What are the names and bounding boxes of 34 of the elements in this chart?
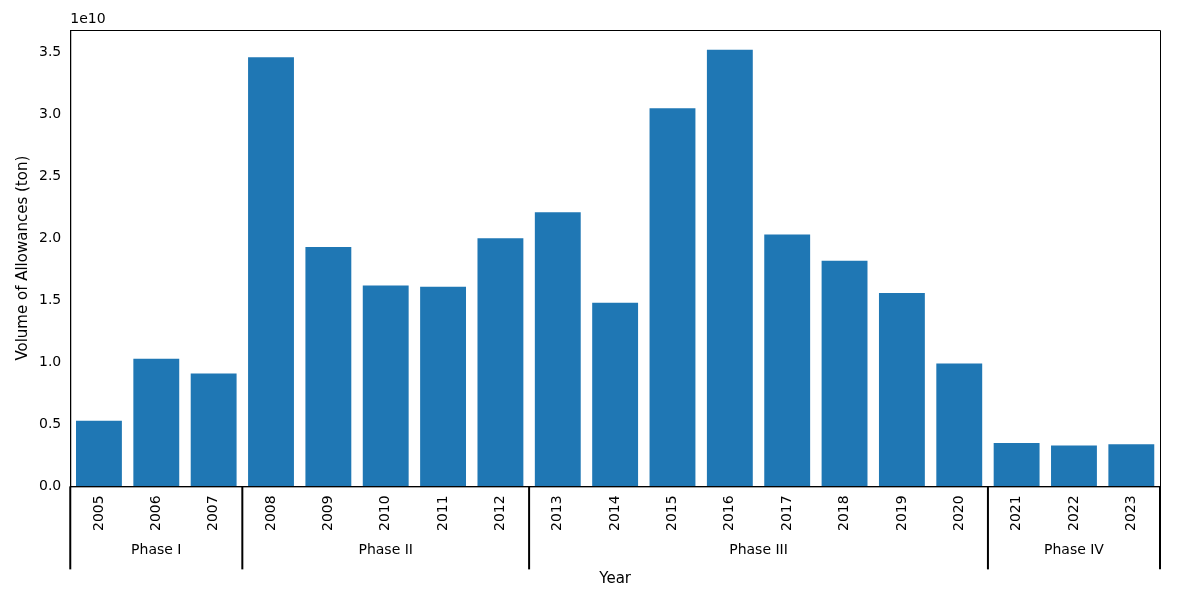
x-axis-title: Year bbox=[598, 568, 632, 587]
y-axis-title: Volume of Allowances (ton) bbox=[12, 155, 31, 361]
x-tick-label: 2021 bbox=[1007, 495, 1024, 532]
y-tick-label: 2.0 bbox=[39, 228, 62, 245]
x-tick-label: 2019 bbox=[892, 495, 909, 532]
x-tick-label: 2006 bbox=[146, 495, 163, 532]
x-tick-label: 2005 bbox=[89, 495, 106, 532]
y-tick-label: 2.5 bbox=[39, 166, 62, 183]
y-tick-label: 3.0 bbox=[39, 104, 62, 121]
x-tick-label: 2008 bbox=[261, 495, 278, 532]
text: Phase IV bbox=[1043, 541, 1105, 558]
x-tick-label: 2017 bbox=[777, 495, 794, 532]
x-tick-label: 2016 bbox=[720, 495, 737, 532]
x-tick-label: 2013 bbox=[548, 495, 565, 532]
y-tick-label: 1.5 bbox=[39, 290, 62, 307]
x-tick-label: 2015 bbox=[663, 495, 680, 532]
x-tick-label: 2012 bbox=[491, 495, 508, 532]
y-tick-label: 0.5 bbox=[39, 415, 62, 431]
x-tick-label: 2018 bbox=[835, 495, 852, 532]
x-tick-label: 2020 bbox=[949, 495, 966, 532]
x-tick-label: 2011 bbox=[433, 495, 450, 532]
text: Phase I bbox=[131, 541, 182, 558]
x-tick-label: 2007 bbox=[204, 495, 221, 532]
x-tick-label: 2014 bbox=[605, 495, 622, 532]
text: Phase III bbox=[729, 541, 788, 558]
x-tick-label: 2023 bbox=[1121, 495, 1138, 532]
y-tick-label: 1.0 bbox=[39, 353, 62, 369]
text: 1e10 bbox=[70, 9, 106, 26]
y-tick-label: 3.5 bbox=[39, 42, 62, 59]
x-tick-label: 2009 bbox=[319, 495, 335, 532]
x-tick-label: 2010 bbox=[376, 495, 393, 532]
y-tick-label: 0.0 bbox=[39, 477, 62, 494]
text: Phase II bbox=[358, 541, 413, 558]
x-tick-label: 2022 bbox=[1064, 495, 1081, 532]
